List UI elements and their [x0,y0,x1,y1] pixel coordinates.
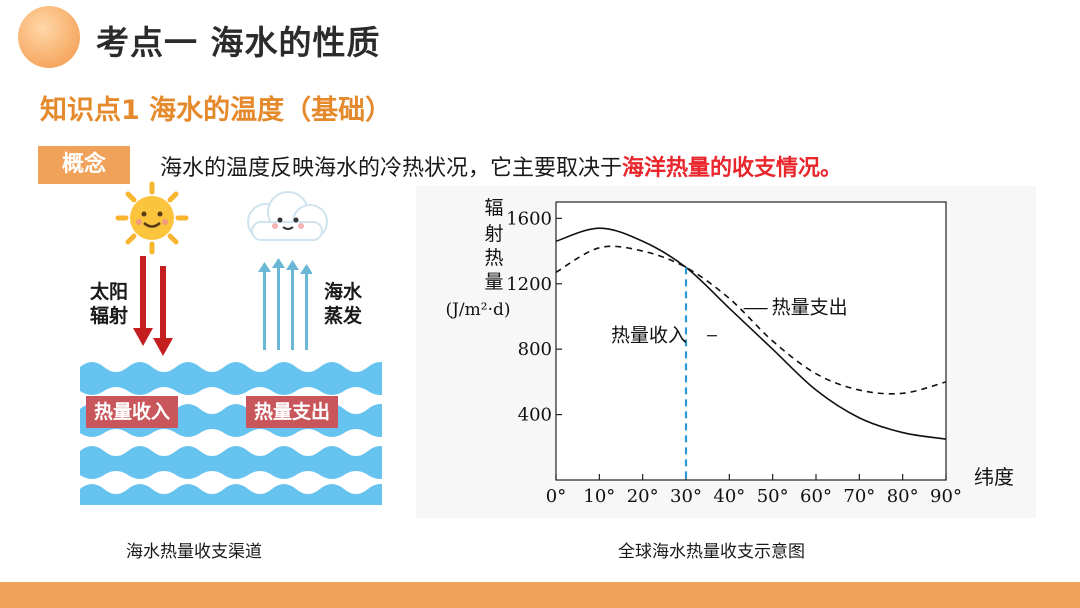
x-tick-label: 50° [757,486,789,507]
y-tick-label: 800 [518,339,552,360]
y-axis-label-char: 射 [484,223,503,245]
annotation-heat-income: 热量收入 [611,325,687,347]
x-tick-label: 60° [800,486,832,507]
concept-text: 海水的温度反映海水的冷热状况，它主要取决于海洋热量的收支情况。 [160,150,842,182]
y-tick-label: 400 [518,405,552,426]
heat-income-tag: 热量收入 [86,396,179,428]
annotation-heat-expense: 热量支出 [772,297,848,319]
x-tick-label: 90° [930,486,962,507]
y-axis-unit: (J/m²·d) [445,300,510,320]
x-tick-label: 30° [670,486,702,507]
plot-frame [555,201,947,481]
x-axis-label: 纬度 [974,465,1014,489]
y-axis-label-char: 辐 [484,197,503,219]
footer-bar [0,582,1080,608]
sun-icon [115,181,189,255]
x-tick-label: 20° [627,486,659,507]
header-decoration-circle [18,6,80,68]
chart-caption: 全球海水热量收支示意图 [618,542,805,562]
chart-series [555,227,947,480]
evaporation-label: 海水 蒸发 [318,280,368,328]
concept-badge: 概念 [38,146,130,184]
solar-radiation-label: 太阳 辐射 [84,280,134,328]
concept-body: 海水的温度反映海水的冷热状况，它主要取决于 [160,156,623,181]
x-tick-label: 0° [546,486,566,507]
chart-axes: 400 800 1200 1600 0° 10° 20° 30° 40° 50° 60° 70° 80°… [506,201,962,507]
ocean-waves [80,362,382,505]
solar-label-line1: 太阳 [89,281,128,303]
y-axis-label-char: 量 [484,271,503,293]
series-heat-income-line [555,227,947,440]
x-tick-label: 70° [843,486,875,507]
left-figure-caption: 海水热量收支渠道 [126,542,262,562]
x-tick-label: 80° [887,486,919,507]
page-title: 考点一 海水的性质 [96,23,381,62]
x-tick-label: 40° [713,486,745,507]
x-tick-label: 10° [583,486,615,507]
solar-radiation-arrows [133,256,173,356]
solar-label-line2: 辐射 [89,305,128,327]
evap-label-line1: 海水 [323,281,362,303]
concept-highlight: 海洋热量的收支情况。 [622,156,843,181]
evaporation-arrows [258,258,312,350]
y-axis-label-char: 热 [484,247,503,269]
heat-expense-tag: 热量支出 [246,396,339,428]
evap-label-line2: 蒸发 [323,305,362,327]
cloud-icon [247,191,328,241]
y-tick-label: 1600 [506,208,552,229]
y-tick-label: 1200 [506,274,552,295]
section-subtitle: 知识点1 海水的温度（基础） [40,95,393,126]
series-heat-expense-line [555,245,947,395]
heat-budget-chart: 400 800 1200 1600 0° 10° 20° 30° 40° 50° 60° 70° 80°… [445,197,1014,507]
